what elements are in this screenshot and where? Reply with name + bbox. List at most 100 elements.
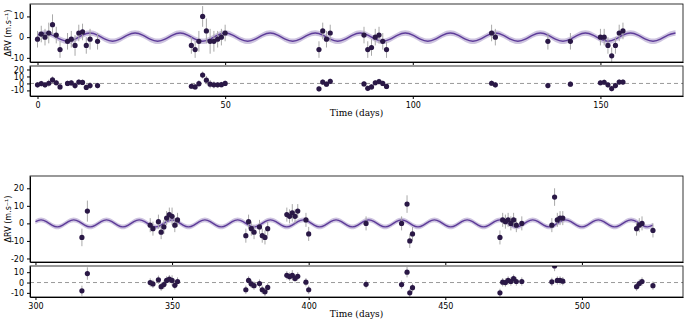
x-tick-mark — [600, 96, 601, 99]
y-tick-mark — [27, 293, 30, 294]
data-point — [193, 47, 198, 52]
x-tick: 150 — [593, 96, 608, 110]
data-point — [42, 35, 47, 40]
x-tick-mark — [35, 262, 36, 265]
y-tick-label: -10 — [11, 289, 24, 298]
data-point — [519, 279, 524, 284]
data-point — [399, 221, 404, 226]
data-point — [243, 233, 248, 238]
data-point — [407, 290, 412, 295]
x-tick-mark — [225, 96, 226, 99]
data-point — [306, 231, 311, 236]
data-point — [257, 281, 262, 286]
data-point — [605, 82, 610, 87]
x-tick — [413, 62, 414, 65]
data-point — [568, 39, 573, 44]
y-tick-label: 10 — [14, 202, 24, 211]
frame — [30, 176, 683, 262]
zero-line — [30, 83, 683, 84]
x-tick — [172, 262, 173, 265]
data-point — [363, 221, 368, 226]
figure: -10010ΔRV (m.s⁻¹)050100150-1001020Time (… — [0, 0, 685, 319]
data-point — [246, 219, 251, 224]
data-point — [204, 78, 209, 83]
y-axis: -10 0 10 — [11, 5, 31, 63]
data-point — [200, 72, 205, 77]
data-point — [328, 30, 333, 35]
y-tick-mark — [27, 272, 30, 273]
x-tick-mark — [445, 297, 446, 300]
data-point — [80, 80, 85, 85]
data-point — [316, 47, 321, 52]
data-point — [57, 47, 62, 52]
data-point — [84, 43, 89, 48]
y-tick-mark — [27, 58, 30, 59]
data-point — [265, 226, 270, 231]
x-tick-mark — [225, 62, 226, 65]
panel: -20-1001020 — [11, 176, 684, 265]
x-tick-mark — [413, 96, 414, 99]
data-point — [613, 43, 618, 48]
x-tick-label: 400 — [302, 302, 317, 311]
data-point — [380, 39, 385, 44]
y-axis: -1001020 — [11, 66, 31, 97]
y-tick: -10 — [11, 289, 30, 298]
plot-area — [35, 188, 655, 248]
y-tick-mark — [27, 90, 30, 91]
data-point — [85, 209, 90, 214]
x-tick — [225, 62, 226, 65]
x-tick: 300 — [28, 297, 43, 311]
data-point — [262, 289, 267, 294]
data-point — [80, 29, 85, 34]
y-tick-mark — [27, 69, 30, 70]
x-tick: 100 — [406, 96, 421, 110]
y-tick: 10 — [14, 268, 30, 277]
x-tick-label: 500 — [575, 302, 590, 311]
y-tick-label: -10 — [11, 237, 24, 246]
data-point — [156, 219, 161, 224]
data-point — [223, 81, 228, 86]
data-point — [493, 35, 498, 40]
data-point — [497, 290, 502, 295]
data-point — [200, 14, 205, 19]
data-point — [169, 214, 174, 219]
x-tick-mark — [38, 62, 39, 65]
x-tick-mark — [35, 297, 36, 300]
y-axis-line — [30, 267, 31, 298]
x-tick-label: 50 — [221, 101, 231, 110]
y-axis-line — [30, 177, 31, 263]
data-point — [87, 37, 92, 42]
data-point — [404, 270, 409, 275]
data-point — [410, 231, 415, 236]
data-point — [251, 283, 256, 288]
y-tick: 0 — [19, 279, 30, 288]
y-tick-mark — [27, 188, 30, 189]
data-point — [519, 221, 524, 226]
data-point — [369, 84, 374, 89]
data-point — [489, 30, 494, 35]
x-tick-mark — [309, 262, 310, 265]
y-tick: 0 — [19, 219, 30, 228]
y-tick: 10 — [14, 12, 30, 21]
y-tick-mark — [27, 37, 30, 38]
x-tick-mark — [38, 96, 39, 99]
x-tick-mark — [600, 62, 601, 65]
data-point — [251, 230, 256, 235]
y-tick-mark — [27, 283, 30, 284]
y-tick-label: 20 — [14, 184, 24, 193]
x-tick: 400 — [302, 297, 317, 311]
data-point — [620, 79, 625, 84]
y-axis-title: ΔRV (m.s⁻¹) — [4, 10, 13, 57]
y-tick: 0 — [19, 33, 30, 42]
data-point — [369, 45, 374, 50]
y-axis: -100 10 — [11, 267, 31, 298]
data-point — [159, 230, 164, 235]
x-tick — [309, 262, 310, 265]
frame — [30, 66, 683, 96]
y-tick: 20 — [14, 184, 30, 193]
x-tick: 50 — [221, 96, 231, 110]
y-tick-label: 10 — [14, 12, 24, 21]
data-point — [545, 39, 550, 44]
x-axis — [31, 62, 684, 65]
y-tick-label: -10 — [11, 54, 24, 63]
